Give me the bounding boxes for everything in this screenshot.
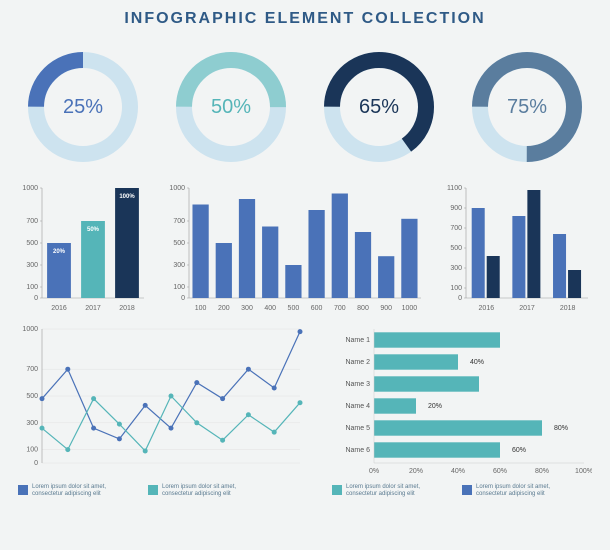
svg-text:2017: 2017 <box>85 305 101 312</box>
svg-text:900: 900 <box>450 205 462 212</box>
svg-text:100: 100 <box>450 285 462 292</box>
svg-text:700: 700 <box>26 218 38 225</box>
svg-text:Name 3: Name 3 <box>345 381 370 388</box>
svg-text:0: 0 <box>181 295 185 302</box>
hbar-legend: Lorem ipsum dolor sit amet, consectetur … <box>332 484 592 498</box>
bar10-chart: 0 100 300 500 700 1000 100 200 300 400 500 600 700 80… <box>165 184 425 319</box>
svg-text:500: 500 <box>173 240 185 247</box>
svg-text:50%: 50% <box>87 227 100 233</box>
svg-text:60%: 60% <box>493 468 507 475</box>
svg-text:2018: 2018 <box>560 305 576 312</box>
grouped-bar-chart: 0 100 300 500 700 900 1100 2016 2017 2018 <box>442 184 592 319</box>
svg-text:1000: 1000 <box>169 185 185 192</box>
svg-text:0: 0 <box>34 295 38 302</box>
svg-text:500: 500 <box>26 393 38 400</box>
svg-text:800: 800 <box>357 305 369 312</box>
svg-text:600: 600 <box>311 305 323 312</box>
bottom-row: 0 100 300 500 700 1000 Lorem ipsum dolor sit … <box>18 325 592 498</box>
svg-text:300: 300 <box>450 265 462 272</box>
svg-text:100: 100 <box>26 447 38 454</box>
svg-text:2016: 2016 <box>479 305 495 312</box>
donut-1: 50% <box>166 42 296 172</box>
svg-text:500: 500 <box>288 305 300 312</box>
svg-text:60%: 60% <box>512 447 526 454</box>
svg-text:500: 500 <box>450 245 462 252</box>
svg-text:40%: 40% <box>451 468 465 475</box>
donut-3: 75% <box>462 42 592 172</box>
svg-text:1000: 1000 <box>22 326 38 333</box>
bar3-chart: 0 100 300 500 700 1000 20% 50% 100% 2016 2017 2018 <box>18 184 148 319</box>
svg-text:500: 500 <box>26 240 38 247</box>
svg-text:Name 4: Name 4 <box>345 403 370 410</box>
donut-label: 50% <box>166 42 296 172</box>
svg-text:1100: 1100 <box>447 185 462 192</box>
donut-label: 65% <box>314 42 444 172</box>
svg-text:300: 300 <box>26 262 38 269</box>
svg-text:80%: 80% <box>554 425 568 432</box>
svg-text:100: 100 <box>195 305 207 312</box>
svg-text:100%: 100% <box>119 194 135 200</box>
svg-text:300: 300 <box>241 305 253 312</box>
svg-text:100%: 100% <box>575 468 592 475</box>
legend-item: Lorem ipsum dolor sit amet, consectetur … <box>332 484 442 498</box>
svg-text:Name 2: Name 2 <box>345 359 370 366</box>
legend-item: Lorem ipsum dolor sit amet, consectetur … <box>148 484 258 498</box>
svg-text:100: 100 <box>26 284 38 291</box>
svg-text:900: 900 <box>380 305 392 312</box>
svg-text:100: 100 <box>173 284 185 291</box>
svg-text:700: 700 <box>173 218 185 225</box>
svg-text:40%: 40% <box>470 359 484 366</box>
line-chart: 0 100 300 500 700 1000 <box>18 325 308 480</box>
legend-item: Lorem ipsum dolor sit amet, consectetur … <box>462 484 572 498</box>
page-title: INFOGRAPHIC ELEMENT COLLECTION <box>18 10 592 28</box>
svg-text:300: 300 <box>173 262 185 269</box>
svg-text:1000: 1000 <box>22 185 38 192</box>
svg-text:20%: 20% <box>53 249 66 255</box>
svg-text:300: 300 <box>26 420 38 427</box>
svg-text:700: 700 <box>334 305 346 312</box>
line-legend: Lorem ipsum dolor sit amet, consectetur … <box>18 484 308 498</box>
svg-text:Name 5: Name 5 <box>345 425 370 432</box>
svg-text:0%: 0% <box>369 468 379 475</box>
svg-text:0: 0 <box>458 295 462 302</box>
svg-text:Name 1: Name 1 <box>345 337 370 344</box>
svg-text:700: 700 <box>450 225 462 232</box>
svg-text:0: 0 <box>34 460 38 467</box>
svg-text:400: 400 <box>264 305 276 312</box>
svg-text:80%: 80% <box>535 468 549 475</box>
donut-label: 75% <box>462 42 592 172</box>
svg-text:20%: 20% <box>428 403 442 410</box>
legend-item: Lorem ipsum dolor sit amet, consectetur … <box>18 484 128 498</box>
svg-text:2018: 2018 <box>119 305 135 312</box>
donut-2: 65% <box>314 42 444 172</box>
svg-text:Name 6: Name 6 <box>345 447 370 454</box>
svg-text:200: 200 <box>218 305 230 312</box>
mid-charts-row: 0100300500700100020%50%100%201620172018 … <box>18 184 592 319</box>
svg-text:700: 700 <box>26 366 38 373</box>
donut-0: 25% <box>18 42 148 172</box>
svg-text:2016: 2016 <box>51 305 67 312</box>
donut-label: 25% <box>18 42 148 172</box>
svg-text:2017: 2017 <box>519 305 535 312</box>
donut-row: 25% 50% 65% 75% <box>18 42 592 172</box>
svg-text:1000: 1000 <box>402 305 418 312</box>
hbar-chart: Name 1 Name 2 40% Name 3 Name 4 20% Name 5 80% N… <box>332 325 592 480</box>
svg-text:20%: 20% <box>409 468 423 475</box>
